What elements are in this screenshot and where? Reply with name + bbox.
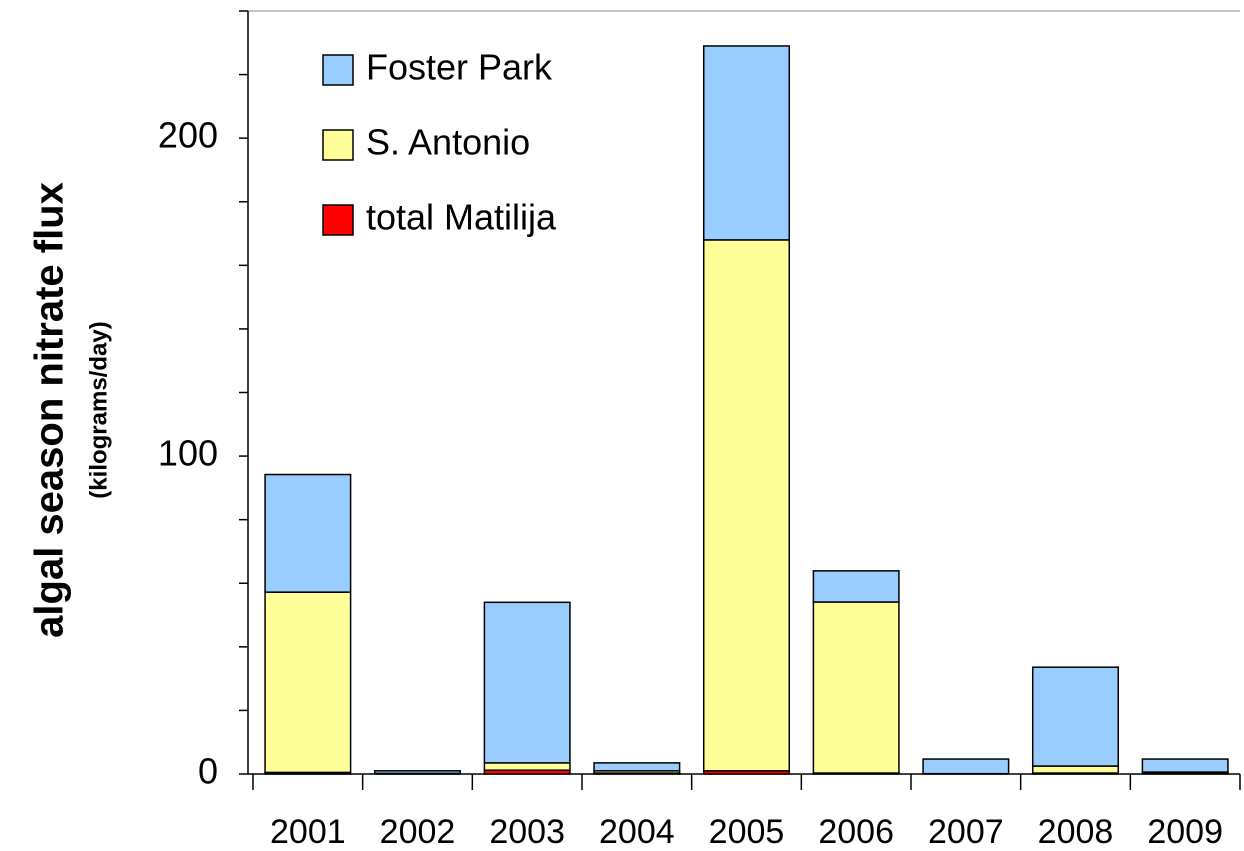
- legend-swatch: [322, 129, 354, 161]
- bar-segment: [483, 762, 571, 771]
- y-tick-label: 100: [158, 433, 218, 474]
- bar-segment: [483, 601, 571, 764]
- x-tick-label: 2006: [818, 813, 894, 851]
- bar-segment: [1141, 758, 1229, 773]
- x-tick-label: 2001: [270, 813, 346, 851]
- y-axis-title: algal season nitrate flux: [28, 182, 72, 638]
- x-tick-label: 2009: [1147, 813, 1223, 851]
- bar-segment: [264, 473, 352, 593]
- bar-segment: [812, 601, 900, 774]
- bar-segment: [1031, 765, 1120, 774]
- bar-segment: [702, 45, 791, 241]
- legend-label: Foster Park: [366, 47, 553, 88]
- x-tick-label: 2003: [489, 813, 565, 851]
- bar-segment: [812, 570, 900, 603]
- y-axis-title-group: algal season nitrate flux: [28, 182, 72, 638]
- x-tick-label: 2007: [928, 813, 1004, 851]
- x-tick-label: 2004: [599, 813, 675, 851]
- legend-label: S. Antonio: [366, 122, 530, 163]
- bar-segment: [1031, 666, 1120, 767]
- y-tick-label: 200: [158, 115, 218, 156]
- y-tick-label: 0: [198, 751, 218, 792]
- bar-segment: [702, 239, 791, 772]
- x-tick-label: 2008: [1038, 813, 1114, 851]
- x-tick-label: 2005: [709, 813, 785, 851]
- legend-swatch: [322, 204, 354, 236]
- legend-swatch: [322, 54, 354, 86]
- bar-segment: [922, 758, 1010, 775]
- bar-segment: [593, 762, 681, 772]
- bar-segment: [373, 770, 462, 775]
- y-axis-subtitle: (kilograms/day): [85, 321, 112, 498]
- x-tick-label: 2002: [380, 813, 456, 851]
- y-axis-subtitle-group: (kilograms/day): [85, 321, 112, 498]
- legend-label: total Matilija: [366, 197, 557, 238]
- bar-segment: [264, 591, 352, 774]
